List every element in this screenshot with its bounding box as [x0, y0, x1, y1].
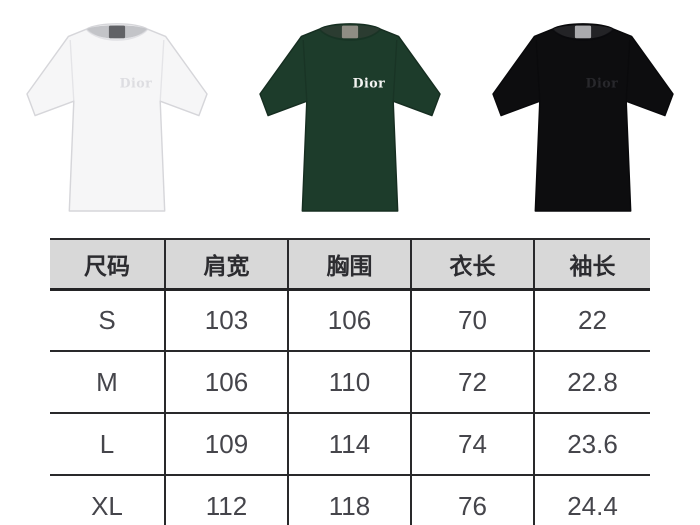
product-photo-green-tshirt: Dior: [233, 0, 466, 238]
cell-sleeve: 22.8: [533, 351, 650, 414]
collar-rib: [85, 28, 148, 41]
size-row-m: M 106 110 72 22.8: [50, 351, 650, 414]
cell-length: 76: [410, 475, 534, 525]
cell-sleeve: 22: [533, 289, 650, 352]
collar-label: [575, 25, 592, 39]
size-chart-table: 尺码 肩宽 胸围 衣长 袖长 S 103 106 70 22 M 106 110…: [50, 238, 650, 525]
cell-chest: 114: [287, 413, 411, 476]
sleeve-seam-right: [392, 39, 398, 102]
tshirt-body: [259, 23, 441, 212]
cell-sleeve: 24.4: [533, 475, 650, 525]
product-photo-black-tshirt: Dior: [467, 0, 700, 238]
white-tshirt-image: Dior: [25, 23, 208, 212]
header-chest: 胸围: [287, 238, 411, 291]
size-chart-header-row: 尺码 肩宽 胸围 衣长 袖长: [50, 238, 650, 291]
cell-length: 72: [410, 351, 534, 414]
size-row-xl: XL 112 118 76 24.4: [50, 475, 650, 525]
size-row-s: S 103 106 70 22: [50, 289, 650, 352]
cell-size: L: [50, 413, 165, 476]
cell-shoulder: 109: [164, 413, 288, 476]
product-photo-white-tshirt: Dior: [0, 0, 233, 238]
cell-shoulder: 112: [164, 475, 288, 525]
cell-size: XL: [50, 475, 165, 525]
cell-length: 74: [410, 413, 534, 476]
cell-size: M: [50, 351, 165, 414]
cell-shoulder: 103: [164, 289, 288, 352]
cell-shoulder: 106: [164, 351, 288, 414]
tshirt-body: [25, 23, 208, 212]
sleeve-seam-left: [535, 39, 541, 102]
collar-label: [108, 25, 125, 39]
collar-rib: [318, 28, 382, 41]
sleeve-seam-left: [302, 39, 308, 102]
header-length: 衣长: [410, 238, 534, 291]
cell-chest: 106: [287, 289, 411, 352]
cell-size: S: [50, 289, 165, 352]
header-sleeve-length: 袖长: [533, 238, 650, 291]
size-row-l: L 109 114 74 23.6: [50, 413, 650, 476]
sleeve-seam-right: [159, 39, 165, 102]
brand-logo: Dior: [586, 76, 619, 91]
cell-length: 70: [410, 289, 534, 352]
sleeve-seam-left: [69, 39, 75, 102]
brand-logo: Dior: [353, 76, 386, 91]
collar-label: [341, 25, 359, 39]
brand-logo: Dior: [119, 76, 152, 91]
header-shoulder-width: 肩宽: [164, 238, 288, 291]
sleeve-seam-right: [625, 39, 631, 102]
tshirt-body: [492, 23, 675, 212]
cell-chest: 118: [287, 475, 411, 525]
header-size: 尺码: [50, 238, 165, 291]
cell-chest: 110: [287, 351, 411, 414]
green-tshirt-image: Dior: [259, 23, 441, 212]
cell-sleeve: 23.6: [533, 413, 650, 476]
product-gallery: Dior Dior Dior: [0, 0, 700, 238]
collar-rib: [552, 28, 615, 41]
black-tshirt-image: Dior: [492, 23, 675, 212]
